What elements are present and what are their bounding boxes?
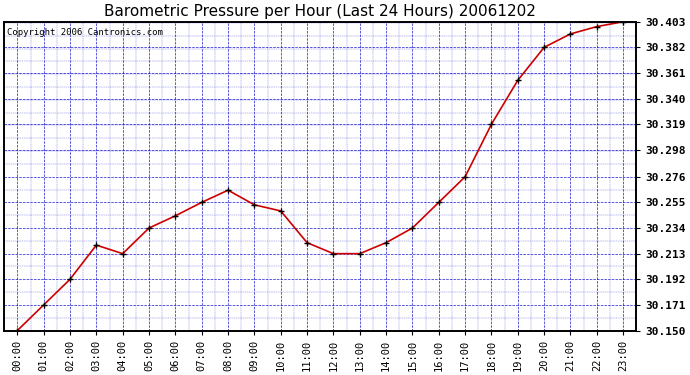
- Text: Copyright 2006 Cantronics.com: Copyright 2006 Cantronics.com: [8, 28, 164, 37]
- Title: Barometric Pressure per Hour (Last 24 Hours) 20061202: Barometric Pressure per Hour (Last 24 Ho…: [104, 4, 536, 19]
